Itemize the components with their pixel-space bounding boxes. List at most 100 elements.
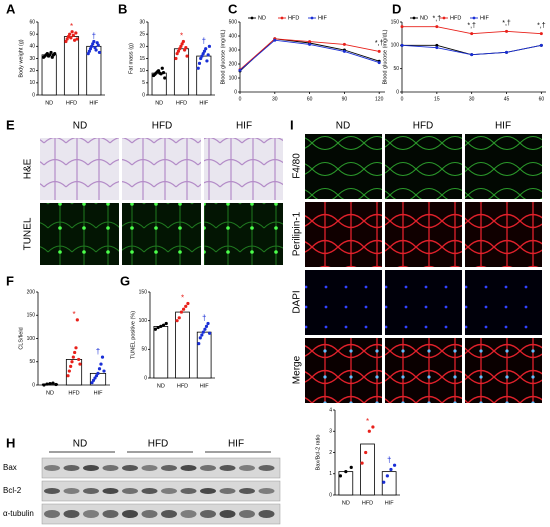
blot-band <box>44 510 60 518</box>
micrograph <box>465 134 542 199</box>
y-tick-label: 50 <box>29 359 35 365</box>
y-tick-label: 150 <box>139 289 148 295</box>
data-point <box>184 45 188 50</box>
data-point <box>96 43 100 47</box>
data-point <box>97 50 102 55</box>
series-point <box>435 46 439 50</box>
y-tick-label: 3 <box>329 429 332 435</box>
data-point <box>196 66 200 70</box>
data-point <box>161 323 166 327</box>
row-header: DAPI <box>292 290 303 313</box>
significance: * <box>72 310 75 319</box>
group-label: HIF <box>228 439 244 450</box>
series-point <box>342 49 346 53</box>
data-point <box>179 44 183 48</box>
legend-marker <box>412 16 416 20</box>
blot-band <box>83 510 99 518</box>
blot-band <box>83 465 99 471</box>
y-tick-label: 50 <box>141 347 147 353</box>
data-point <box>94 48 98 52</box>
blot-band <box>180 465 197 471</box>
significance: * <box>70 22 73 31</box>
data-point <box>203 327 207 331</box>
blot-band <box>102 488 119 494</box>
data-point <box>75 318 79 322</box>
data-point <box>392 463 397 467</box>
significance: † <box>202 314 206 323</box>
data-point <box>204 47 208 51</box>
blot-band <box>44 465 60 471</box>
micrograph <box>40 138 119 200</box>
blot-label: Bcl-2 <box>3 486 22 495</box>
y-tick-label: 150 <box>27 313 36 319</box>
data-point <box>159 324 163 328</box>
micrograph <box>204 138 283 200</box>
row-header: Merge <box>292 355 303 384</box>
y-tick-label: 5 <box>142 80 145 86</box>
legend-label: ND <box>258 15 266 21</box>
column-header: HFD <box>413 121 434 132</box>
series-point <box>377 49 381 53</box>
x-tick-label: HFD <box>176 100 187 106</box>
blot-band <box>122 488 138 494</box>
legend-label: HFD <box>288 15 299 21</box>
column-header: HFD <box>152 121 173 132</box>
x-tick-label: 0 <box>239 96 242 102</box>
data-point <box>177 316 181 320</box>
x-tick-label: HIF <box>199 100 209 106</box>
blot-band <box>102 465 119 471</box>
y-tick-label: 2 <box>329 450 332 456</box>
significance: † <box>96 347 100 356</box>
significance: † <box>387 455 391 464</box>
blot-band <box>63 465 80 471</box>
series-point <box>238 68 242 72</box>
data-point <box>77 357 81 362</box>
y-tick-label: 300 <box>229 47 238 53</box>
blot-band <box>258 488 275 494</box>
row-header: Perilipin-1 <box>292 211 303 256</box>
series-point <box>470 32 474 36</box>
y-tick-label: 100 <box>139 318 148 324</box>
legend-marker <box>310 16 314 20</box>
series-point <box>377 61 381 65</box>
blot-band <box>180 510 197 518</box>
y-tick-label: 50 <box>29 31 35 37</box>
blot-label: α-tubulin <box>3 509 34 518</box>
blot-band <box>200 488 216 494</box>
series-point <box>470 53 474 57</box>
y-axis-label: Blood glucose (mg/dL) <box>220 29 226 84</box>
blot-band <box>219 488 236 494</box>
x-tick-label: HIF <box>94 390 104 396</box>
blot-band <box>200 465 216 471</box>
data-point <box>185 54 189 58</box>
y-tick-label: 500 <box>229 19 238 25</box>
micrograph <box>385 202 462 267</box>
row-header: TUNEL <box>23 217 34 250</box>
x-tick-label: HFD <box>177 383 188 389</box>
data-point <box>184 304 188 308</box>
data-point <box>197 342 201 346</box>
legend-label: HFD <box>450 15 461 21</box>
data-point <box>186 301 190 306</box>
blot-band <box>161 510 177 518</box>
data-point <box>206 53 210 57</box>
blot-band <box>219 510 236 518</box>
data-point <box>206 321 210 326</box>
x-tick-label: 120 <box>375 96 384 102</box>
blot-band <box>63 488 80 494</box>
bar <box>360 443 375 496</box>
y-tick-label: 100 <box>27 336 36 342</box>
data-point <box>51 381 55 385</box>
blot-band <box>239 510 255 518</box>
data-point <box>90 381 94 385</box>
blot-band <box>161 465 177 471</box>
blot-band <box>63 510 80 518</box>
data-point <box>201 52 205 56</box>
y-axis-label: TUNEL positive (%) <box>130 311 136 359</box>
blot-band <box>122 510 138 518</box>
series-point <box>539 32 543 36</box>
data-point <box>181 39 185 44</box>
micrograph <box>305 134 382 199</box>
data-point <box>91 42 95 46</box>
bar <box>153 325 169 379</box>
